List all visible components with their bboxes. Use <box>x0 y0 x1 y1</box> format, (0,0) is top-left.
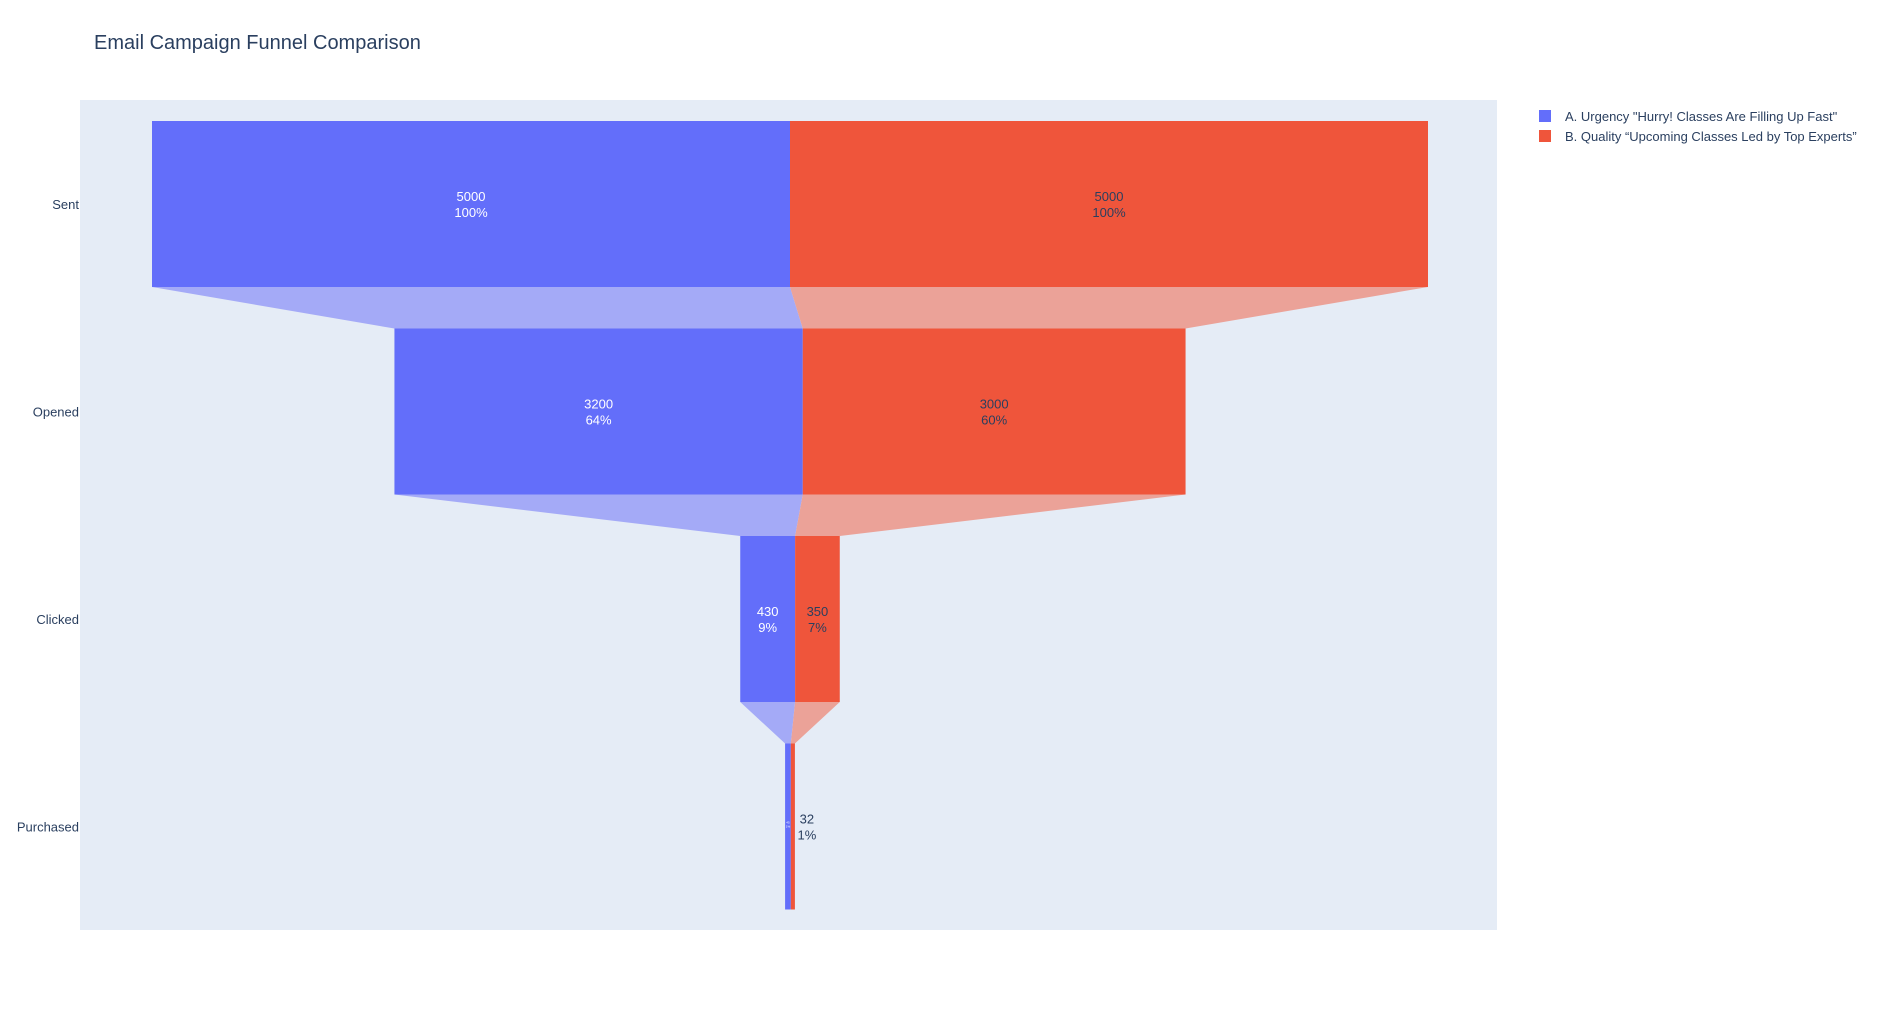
bar-series-1-clicked[interactable] <box>795 536 840 702</box>
bar-label-series-0-purchased: 45 1% <box>786 821 791 829</box>
connector-series-1-stage-0 <box>790 287 1428 329</box>
legend-swatch <box>1539 130 1551 142</box>
bar-label-series-0-sent: 5000 100% <box>454 189 488 220</box>
legend[interactable]: A. Urgency "Hurry! Classes Are Filling U… <box>1539 106 1857 146</box>
chart-title: Email Campaign Funnel Comparison <box>94 32 421 54</box>
connector-series-0-stage-0 <box>152 287 803 329</box>
bar-series-1-sent[interactable] <box>790 121 1428 287</box>
y-tick-label-sent: Sent <box>52 197 79 212</box>
bar-series-0-purchased[interactable] <box>785 743 791 910</box>
bar-series-0-opened[interactable] <box>394 328 803 495</box>
bar-label-series-1-opened: 3000 60% <box>980 397 1009 428</box>
bar-label-series-0-opened: 3200 64% <box>584 397 613 428</box>
connector-series-0-stage-1 <box>394 494 803 536</box>
y-tick-label-purchased: Purchased <box>17 820 79 835</box>
legend-swatch <box>1539 110 1551 122</box>
connector-series-1-stage-1 <box>795 494 1186 536</box>
bar-label-series-1-clicked: 350 7% <box>807 604 829 635</box>
bar-series-1-opened[interactable] <box>802 328 1186 495</box>
bar-series-0-sent[interactable] <box>152 121 790 287</box>
bar-series-1-purchased[interactable] <box>790 743 795 910</box>
bar-label-series-0-clicked: 430 9% <box>757 604 779 635</box>
connector-series-0-stage-2 <box>740 702 796 744</box>
bar-label-series-1-purchased: 32 1% <box>798 812 817 843</box>
legend-item-series-1[interactable]: B. Quality “Upcoming Classes Led by Top … <box>1539 126 1857 146</box>
y-tick-label-clicked: Clicked <box>36 612 79 627</box>
legend-label: A. Urgency "Hurry! Classes Are Filling U… <box>1565 108 1838 124</box>
bar-label-series-1-sent: 5000 100% <box>1092 189 1126 220</box>
legend-item-series-0[interactable]: A. Urgency "Hurry! Classes Are Filling U… <box>1539 106 1857 126</box>
y-tick-label-opened: Opened <box>33 405 79 420</box>
bar-series-0-clicked[interactable] <box>740 536 796 702</box>
connector-series-1-stage-2 <box>790 702 840 744</box>
legend-label: B. Quality “Upcoming Classes Led by Top … <box>1565 128 1857 144</box>
